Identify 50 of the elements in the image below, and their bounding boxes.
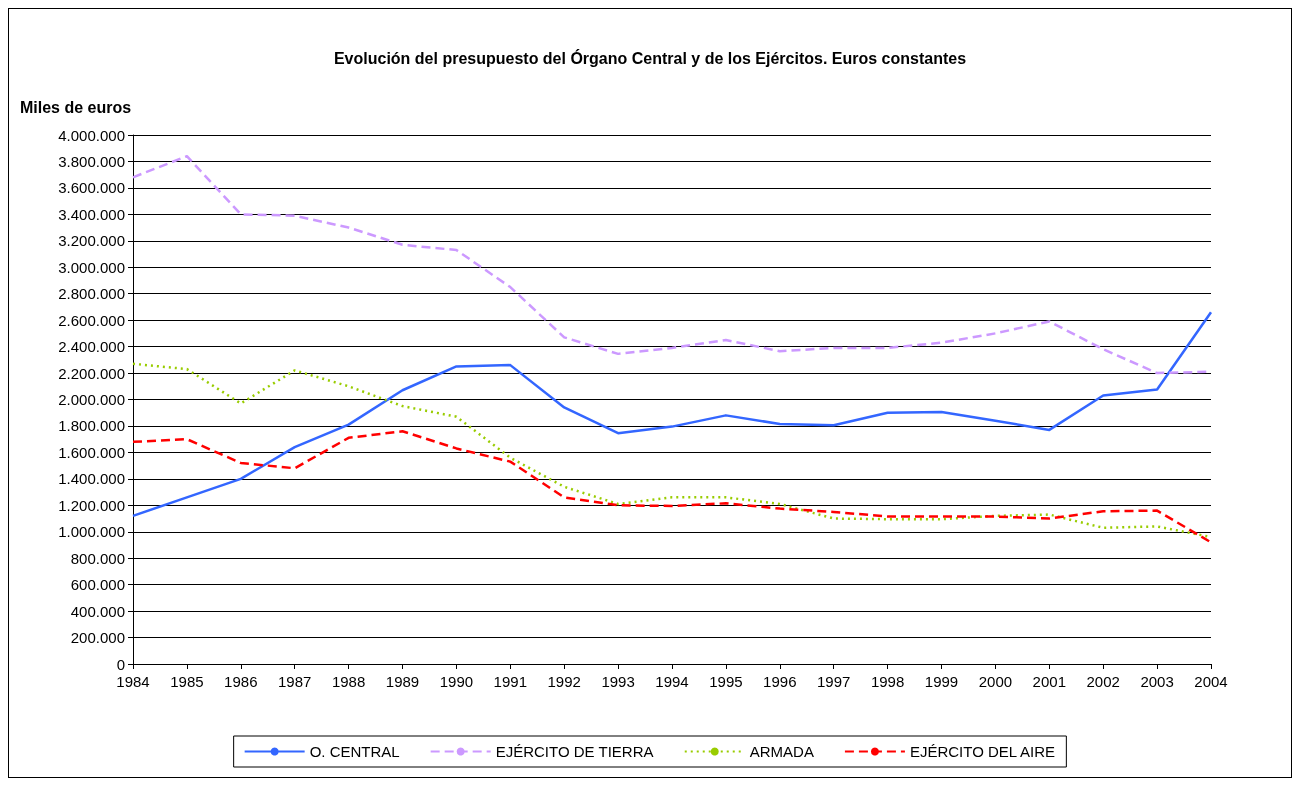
y-tick-label: 2.000.000 xyxy=(58,391,125,408)
y-tick-label: 3.000.000 xyxy=(58,258,125,276)
legend-label: ARMADA xyxy=(749,743,814,760)
x-tick-label: 1997 xyxy=(817,673,851,690)
x-tick-label: 1991 xyxy=(493,673,527,690)
x-tick-label: 2003 xyxy=(1140,673,1174,690)
x-tick-label: 1985 xyxy=(170,673,204,690)
y-tick-label: 1.200.000 xyxy=(58,496,125,514)
x-tick-label: 1995 xyxy=(709,673,743,690)
y-tick-label: 1.400.000 xyxy=(58,470,125,488)
y-tick-label: 2.200.000 xyxy=(58,364,125,382)
chart-title: Evolución del presupuesto del Órgano Central y de los Ejércitos. Euros constantes xyxy=(333,48,967,67)
y-tick-label: 800.000 xyxy=(70,549,125,567)
legend-label: O. CENTRAL xyxy=(309,743,400,760)
y-tick-label: 1.800.000 xyxy=(58,417,125,435)
line-series xyxy=(131,429,1213,544)
x-tick-label: 1989 xyxy=(385,673,420,690)
y-tick-label: 2.800.000 xyxy=(58,285,125,303)
x-tick-label: 1999 xyxy=(924,673,959,690)
legend-label: EJÉRCITO DE TIERRA xyxy=(495,743,654,760)
y-tick-label: 3.800.000 xyxy=(58,152,125,170)
x-tick-label: 1992 xyxy=(547,673,581,690)
y-tick-label: 4.000.000 xyxy=(58,126,125,144)
y-tick-label: 2.400.000 xyxy=(58,338,125,356)
line-series xyxy=(131,310,1213,518)
y-tick-label: 3.200.000 xyxy=(58,232,125,250)
x-tick-label: 2004 xyxy=(1194,673,1228,690)
x-tick-label: 1993 xyxy=(601,673,635,690)
x-tick-label: 2001 xyxy=(1032,673,1066,690)
y-axis-title: Miles de euros xyxy=(20,98,132,116)
y-tick-label: 600.000 xyxy=(70,576,125,594)
x-tick-label: 1994 xyxy=(655,673,689,690)
y-tick-label: 400.000 xyxy=(70,602,125,620)
y-tick-label: 1.600.000 xyxy=(58,443,125,461)
legend-label: EJÉRCITO DEL AIRE xyxy=(909,743,1055,760)
x-tick-label: 2002 xyxy=(1086,673,1120,690)
x-tick-label: 1987 xyxy=(278,673,312,690)
x-tick-label: 1986 xyxy=(224,673,258,690)
y-tick-label: 0 xyxy=(116,655,125,673)
x-tick-label: 1996 xyxy=(763,673,797,690)
x-tick-label: 1984 xyxy=(116,673,150,690)
x-tick-label: 1990 xyxy=(439,673,474,690)
y-tick-label: 1.000.000 xyxy=(58,523,125,541)
y-tick-label: 200.000 xyxy=(70,629,125,647)
x-tick-label: 1998 xyxy=(870,673,905,690)
y-tick-label: 3.400.000 xyxy=(58,205,125,223)
x-tick-label: 2000 xyxy=(978,673,1013,690)
y-tick-label: 2.600.000 xyxy=(58,311,125,329)
x-tick-label: 1988 xyxy=(331,673,366,690)
y-tick-label: 3.600.000 xyxy=(58,179,125,197)
